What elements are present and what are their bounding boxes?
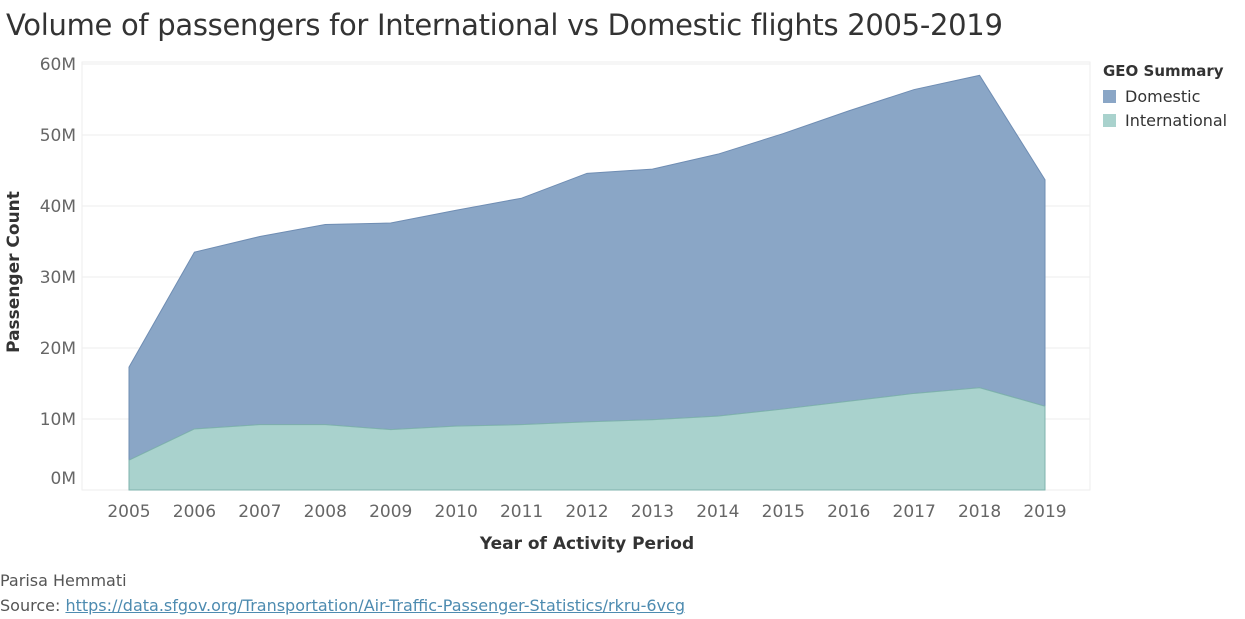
legend-item-domestic[interactable]: Domestic xyxy=(1103,84,1227,108)
x-tick-label: 2011 xyxy=(500,502,543,522)
chart-title: Volume of passengers for International v… xyxy=(6,8,1003,42)
y-tick-label: 50M xyxy=(40,126,76,146)
source-label: Source: xyxy=(0,596,61,615)
x-tick-label: 2012 xyxy=(565,502,608,522)
legend-swatch-international xyxy=(1103,113,1116,127)
x-tick-label: 2016 xyxy=(827,502,870,522)
source-line: Source: https://data.sfgov.org/Transport… xyxy=(0,596,685,615)
y-tick-label: 0M xyxy=(51,469,76,489)
legend: GEO Summary Domestic International xyxy=(1103,62,1227,132)
y-tick-label: 20M xyxy=(40,339,76,359)
y-tick-label: 60M xyxy=(40,55,76,75)
x-tick-label: 2017 xyxy=(893,502,936,522)
legend-label-international: International xyxy=(1125,110,1228,130)
x-tick-label: 2009 xyxy=(369,502,412,522)
x-tick-label: 2013 xyxy=(631,502,674,522)
x-tick-label: 2015 xyxy=(762,502,805,522)
legend-item-international[interactable]: International xyxy=(1103,108,1227,132)
legend-swatch-domestic xyxy=(1103,89,1116,103)
x-tick-label: 2006 xyxy=(173,502,216,522)
author-credit: Parisa Hemmati xyxy=(0,571,127,590)
x-tick-label: 2014 xyxy=(696,502,739,522)
legend-title: GEO Summary xyxy=(1103,62,1224,80)
source-link[interactable]: https://data.sfgov.org/Transportation/Ai… xyxy=(65,596,685,615)
x-axis-title: Year of Activity Period xyxy=(479,534,694,554)
x-tick-label: 2005 xyxy=(107,502,150,522)
x-tick-label: 2007 xyxy=(238,502,281,522)
y-axis-title: Passenger Count xyxy=(4,191,24,353)
x-tick-label: 2018 xyxy=(958,502,1001,522)
x-tick-label: 2008 xyxy=(304,502,347,522)
y-tick-label: 10M xyxy=(40,410,76,430)
x-tick-label: 2019 xyxy=(1023,502,1066,522)
area-international xyxy=(128,387,1046,491)
legend-label-domestic: Domestic xyxy=(1125,86,1201,106)
y-tick-label: 30M xyxy=(40,268,76,288)
y-tick-label: 40M xyxy=(40,197,76,217)
x-tick-label: 2010 xyxy=(435,502,478,522)
